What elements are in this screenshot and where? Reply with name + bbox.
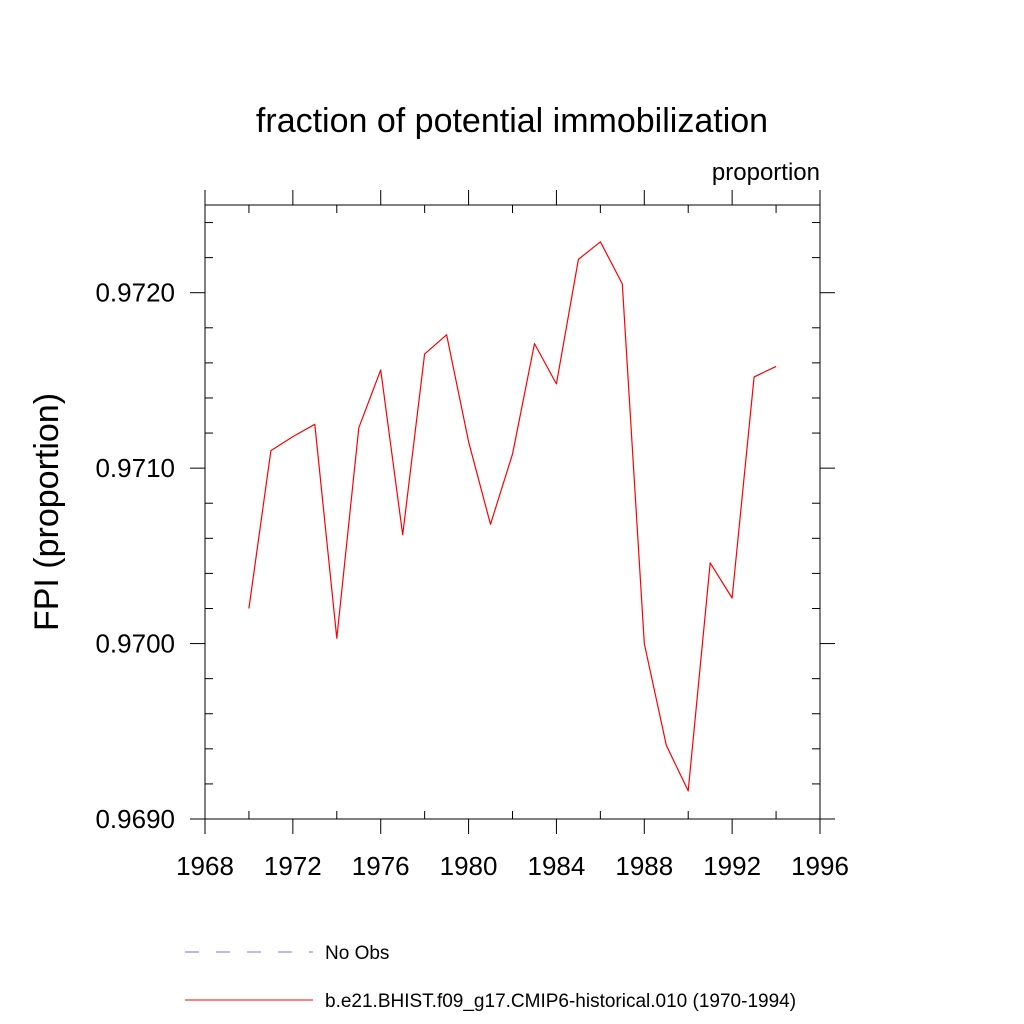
- x-tick-label: 1972: [264, 851, 322, 881]
- x-tick-label: 1980: [440, 851, 498, 881]
- x-tick-label: 1984: [528, 851, 586, 881]
- y-tick-label: 0.9710: [95, 453, 175, 483]
- y-tick-label: 0.9720: [95, 278, 175, 308]
- x-tick-label: 1988: [615, 851, 673, 881]
- axis-ticks: [190, 190, 835, 834]
- x-tick-label: 1992: [703, 851, 761, 881]
- x-tick-label: 1996: [791, 851, 849, 881]
- x-tick-label: 1976: [352, 851, 410, 881]
- y-tick-label: 0.9700: [95, 629, 175, 659]
- chart-title: fraction of potential immobilization: [256, 102, 768, 140]
- y-axis-label: FPI (proportion): [28, 393, 66, 631]
- legend-label: No Obs: [325, 943, 389, 964]
- legend-label: b.e21.BHIST.f09_g17.CMIP6-historical.010…: [325, 991, 796, 1012]
- units-label: proportion: [712, 159, 820, 186]
- y-tick-label: 0.9690: [95, 804, 175, 834]
- plot-frame: [204, 204, 821, 820]
- data-series: [248, 241, 777, 792]
- legend: No Obs b.e21.BHIST.f09_g17.CMIP6-historic…: [185, 943, 796, 1012]
- x-tick-label: 1968: [176, 851, 234, 881]
- series-line: [248, 241, 777, 792]
- tick-labels: 1968 1972 1976 1980 1984 1988 1992 1996 0.9690 0.…: [95, 278, 848, 881]
